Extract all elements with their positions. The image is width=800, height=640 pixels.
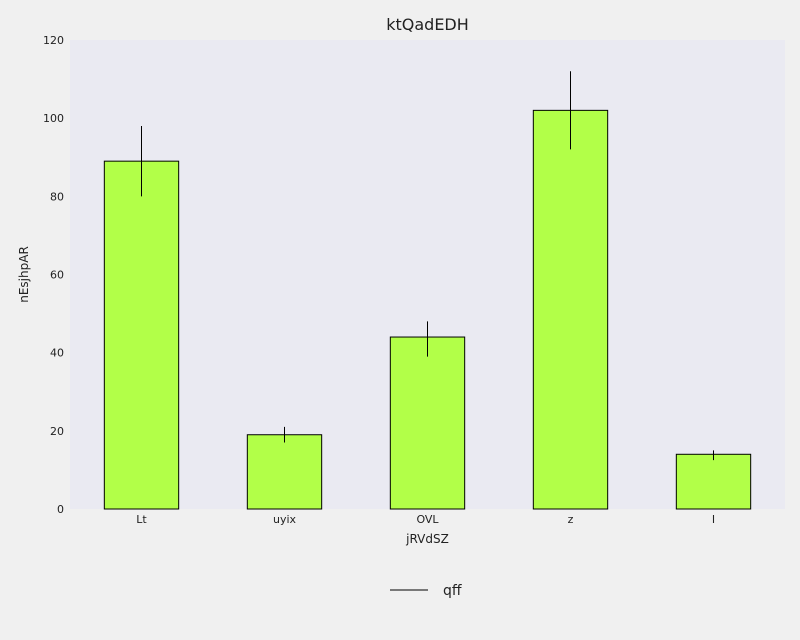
bar	[675, 453, 752, 510]
y-tick-label: 80	[50, 190, 64, 203]
y-tick-label: 20	[50, 425, 64, 438]
bar	[389, 336, 466, 510]
bar	[103, 160, 180, 510]
bar	[246, 434, 323, 510]
error-bars-group	[141, 71, 714, 461]
bars-group	[103, 109, 752, 510]
bar	[532, 109, 609, 510]
chart-title: ktQadEDH	[386, 15, 469, 34]
y-tick-label: 0	[57, 503, 64, 516]
y-axis-label: nEsjhpAR	[17, 246, 31, 303]
x-tick-label: uyix	[273, 513, 297, 526]
x-tick-label: z	[568, 513, 574, 526]
x-tick-label: OVL	[416, 513, 439, 526]
y-tick-label: 40	[50, 347, 64, 360]
x-axis-ticks: Lt uyix OVL z I	[136, 513, 715, 526]
y-tick-label: 120	[43, 34, 64, 47]
x-tick-label: Lt	[136, 513, 147, 526]
legend-label: qff	[443, 583, 462, 599]
y-tick-label: 60	[50, 269, 64, 282]
x-axis-label: jRVdSZ	[405, 532, 449, 546]
y-tick-label: 100	[43, 112, 64, 125]
y-axis-ticks: 0 20 40 60 80 100 120	[43, 34, 64, 516]
legend: qff	[390, 583, 462, 599]
x-tick-label: I	[712, 513, 715, 526]
